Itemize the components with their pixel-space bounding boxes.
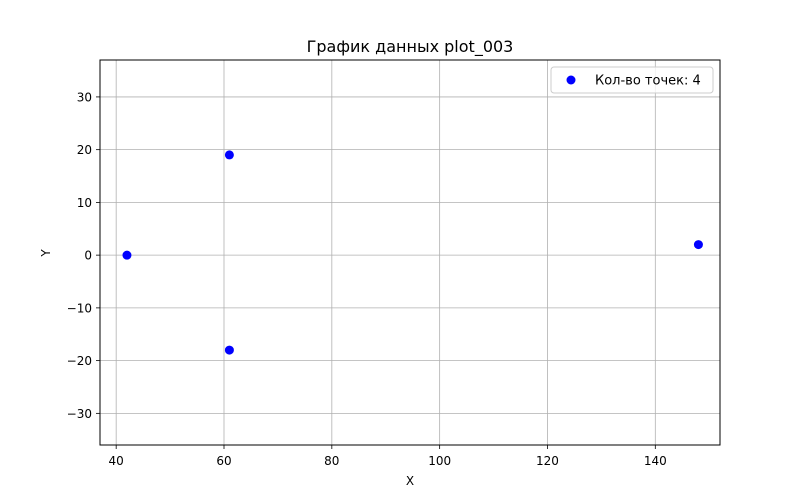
y-tick-label: 30 <box>77 90 92 104</box>
y-tick-label: −10 <box>67 301 92 315</box>
legend: Кол-во точек: 4 <box>550 66 714 94</box>
legend-box <box>550 66 714 94</box>
y-tick-label: 10 <box>77 196 92 210</box>
x-tick-label: 120 <box>536 454 559 468</box>
data-point <box>224 150 234 160</box>
x-tick-label: 140 <box>644 454 667 468</box>
y-tick-label: 0 <box>84 249 92 263</box>
y-axis-ticks: −30 −20 −10 0 10 20 30 <box>67 90 100 421</box>
x-axis-label: X <box>406 474 414 488</box>
data-points <box>122 150 703 355</box>
x-tick-label: 100 <box>428 454 451 468</box>
x-axis-ticks: 40 60 80 100 120 140 <box>109 445 667 468</box>
legend-label: Кол-во точек: 4 <box>595 74 701 89</box>
legend-marker <box>566 75 576 85</box>
data-point <box>122 250 132 260</box>
x-tick-label: 60 <box>216 454 231 468</box>
y-axis-label: Y <box>39 249 53 258</box>
y-tick-label: −20 <box>67 354 92 368</box>
data-point <box>693 240 703 250</box>
x-tick-label: 40 <box>109 454 124 468</box>
data-point <box>224 345 234 355</box>
grid-layer <box>100 60 720 445</box>
plot-area-frame <box>99 59 721 446</box>
chart-title: График данных plot_003 <box>307 37 514 57</box>
x-tick-label: 80 <box>324 454 339 468</box>
y-tick-label: −30 <box>67 407 92 421</box>
y-tick-label: 20 <box>77 143 92 157</box>
